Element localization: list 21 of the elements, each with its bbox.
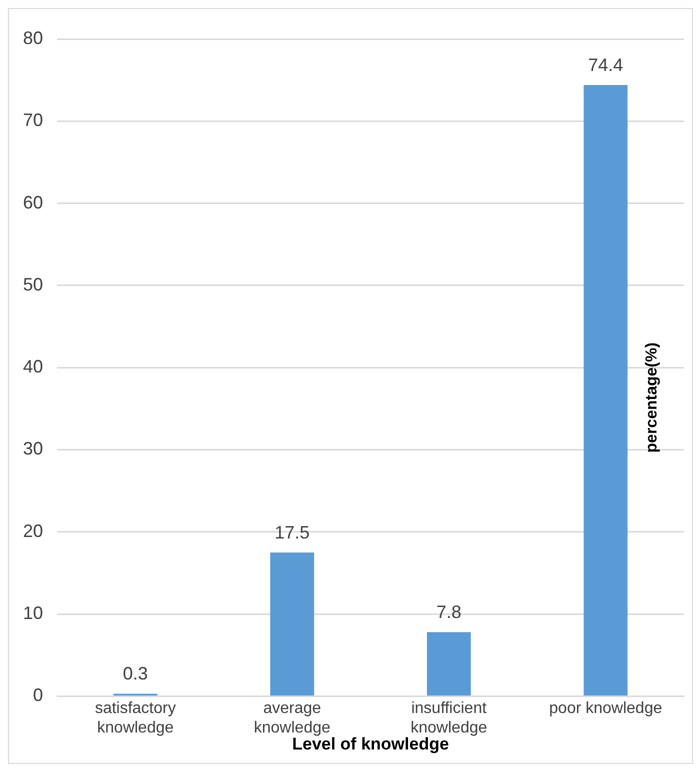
y-tick-label: 30 [22, 438, 44, 459]
bar [426, 632, 471, 696]
x-tick-label: poor knowledge [549, 700, 662, 718]
x-tick-label: average knowledge [254, 700, 330, 736]
y-axis-title: percentage(%) [643, 342, 660, 453]
data-label: 7.8 [436, 602, 462, 622]
bar [270, 552, 314, 696]
data-label: 17.5 [274, 522, 310, 542]
y-tick-label: 80 [22, 28, 44, 48]
y-tick-label: 70 [22, 110, 44, 130]
data-label: 74.4 [588, 54, 624, 75]
y-tick-label: 40 [22, 356, 44, 377]
y-tick-label: 20 [22, 520, 44, 541]
y-tick-label: 10 [22, 603, 44, 624]
x-tick-label: satisfactory knowledge [94, 700, 176, 736]
y-tick-label: 0 [33, 685, 44, 706]
y-tick-label: 60 [22, 192, 44, 212]
bar [584, 85, 628, 696]
y-tick-label: 50 [22, 274, 44, 294]
x-tick-label: insufficient knowledge [410, 700, 488, 736]
data-label: 0.3 [122, 664, 148, 684]
